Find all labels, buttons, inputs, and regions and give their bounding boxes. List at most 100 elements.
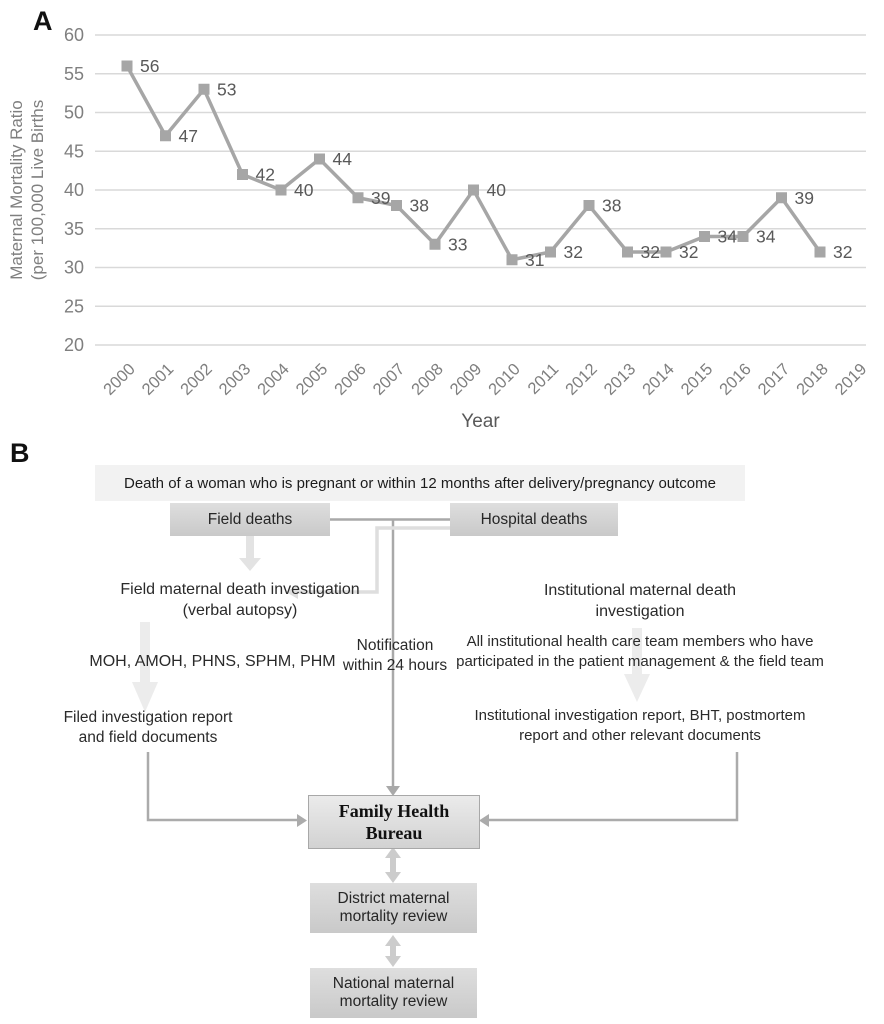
x-tick-label: 2014	[639, 360, 678, 399]
y-axis-title-line1: Maternal Mortality Ratio	[7, 100, 26, 280]
field-investigation-text: Field maternal death investigation (verb…	[120, 581, 360, 619]
national-review-box: National maternal mortality review	[310, 968, 477, 1018]
data-point-label: 47	[179, 126, 198, 146]
double-arrow-district-national	[385, 935, 401, 967]
data-point-marker	[275, 184, 287, 196]
x-tick-label: 2001	[139, 360, 178, 399]
data-point-label: 40	[487, 180, 507, 200]
panel-b-label: B	[10, 438, 30, 468]
y-tick-label: 55	[64, 64, 84, 84]
x-tick-label: 2002	[177, 360, 216, 399]
x-tick-label: 2013	[601, 360, 640, 399]
y-tick-label: 40	[64, 180, 84, 200]
arrowhead-to-field-investigation	[286, 585, 298, 599]
x-tick-label: 2018	[793, 360, 832, 399]
data-point-label: 31	[525, 250, 544, 270]
panel-b-flowchart: B Deat	[0, 438, 884, 1024]
x-tick-label: 2010	[485, 360, 524, 399]
x-tick-label: 2012	[562, 360, 601, 399]
arrow-institutional-investigation-to-report	[624, 628, 650, 702]
arrowhead-into-fhb-left	[297, 814, 307, 827]
x-tick-label: 2006	[331, 360, 370, 399]
data-point-label: 32	[679, 242, 698, 262]
data-point-marker	[160, 130, 171, 142]
top-banner-death-definition: Death of a woman who is pregnant or with…	[95, 465, 745, 501]
data-point-marker	[391, 200, 402, 211]
moh-team-text: MOH, AMOH, PHNS, SPHM, PHM	[89, 653, 336, 670]
double-arrow-fhb-district	[385, 847, 401, 883]
institutional-team-text: All institutional health care team membe…	[456, 633, 824, 670]
data-point-marker	[352, 192, 364, 204]
data-point-marker	[314, 153, 325, 165]
family-health-bureau-box: Family Health Bureau	[308, 795, 480, 849]
data-point-marker	[660, 246, 672, 258]
district-review-box: District maternal mortality review	[310, 883, 477, 933]
connector-field-report-to-fhb	[146, 752, 297, 822]
data-point-marker	[583, 200, 595, 211]
data-point-label: 38	[410, 196, 429, 216]
hospital-deaths-box: Hospital deaths	[450, 503, 618, 536]
x-axis-title: Year	[461, 411, 500, 432]
data-point-label: 56	[140, 56, 159, 76]
x-tick-label: 2005	[293, 360, 332, 399]
panel-a-label: A	[33, 6, 53, 36]
arrowhead-into-fhb-right	[479, 814, 489, 827]
x-tick-label: 2011	[525, 360, 563, 398]
data-point-label: 34	[718, 227, 738, 247]
y-axis-title-line2: (per 100,000 Live Births	[28, 100, 47, 281]
x-tick-label: 2003	[216, 360, 255, 399]
flowchart-connectors	[132, 518, 739, 967]
arrow-field-investigation-to-report	[132, 622, 158, 712]
y-tick-label: 20	[64, 335, 84, 355]
x-tick-label: 2009	[447, 360, 486, 399]
arrow-field-deaths-down	[239, 536, 261, 571]
x-tick-label: 2008	[408, 360, 447, 399]
data-point-label: 39	[795, 188, 814, 208]
x-tick-label: 2019	[832, 360, 871, 399]
connector-hospital-to-field-investigation	[298, 526, 450, 594]
x-tick-label: 2017	[755, 360, 794, 399]
institutional-investigation-text: Institutional maternal death investigati…	[543, 582, 737, 620]
y-tick-label: 25	[64, 296, 84, 316]
x-tick-label: 2004	[254, 360, 293, 399]
y-tick-label: 30	[64, 258, 84, 278]
panel-a-mmr-chart: A 20 25 30 35 40 45 50 55 60 2000 2001 2002 2003 2004…	[0, 0, 884, 440]
data-point-marker	[814, 246, 826, 258]
data-point-label: 32	[564, 242, 583, 262]
data-point-marker	[545, 246, 556, 258]
data-point-label: 44	[333, 149, 353, 169]
data-point-label: 33	[448, 234, 467, 254]
data-point-label: 32	[833, 242, 852, 262]
data-point-marker	[699, 231, 710, 242]
data-point-label: 40	[294, 180, 314, 200]
data-point-label: 32	[641, 242, 660, 262]
x-tick-label: 2007	[370, 360, 409, 399]
data-point-marker	[737, 231, 749, 242]
x-tick-label: 2015	[678, 360, 717, 399]
data-point-label: 53	[217, 79, 236, 99]
data-point-label: 39	[371, 188, 390, 208]
arrowhead-into-fhb-top	[386, 786, 400, 796]
notification-text: Notification within 24 hours	[342, 637, 448, 675]
x-tick-label: 2000	[100, 360, 139, 399]
data-point-marker	[198, 83, 210, 95]
data-point-marker	[776, 192, 787, 204]
x-tick-label: 2016	[716, 360, 755, 399]
data-point-marker	[121, 60, 133, 72]
data-point-marker	[237, 169, 248, 180]
data-point-marker	[429, 238, 441, 250]
field-deaths-box: Field deaths	[170, 503, 330, 536]
y-tick-label: 50	[64, 103, 84, 123]
data-point-marker	[506, 254, 518, 266]
data-point-marker	[468, 184, 479, 196]
data-point-marker	[622, 246, 633, 258]
field-report-text: Filed investigation report and field doc…	[63, 709, 233, 747]
y-tick-label: 60	[64, 25, 84, 45]
data-point-label: 42	[256, 165, 275, 185]
connector-institutional-report-to-fhb	[489, 752, 739, 822]
y-tick-label: 45	[64, 141, 84, 161]
data-point-label: 38	[602, 196, 621, 216]
institutional-report-text: Institutional investigation report, BHT,…	[474, 707, 806, 744]
